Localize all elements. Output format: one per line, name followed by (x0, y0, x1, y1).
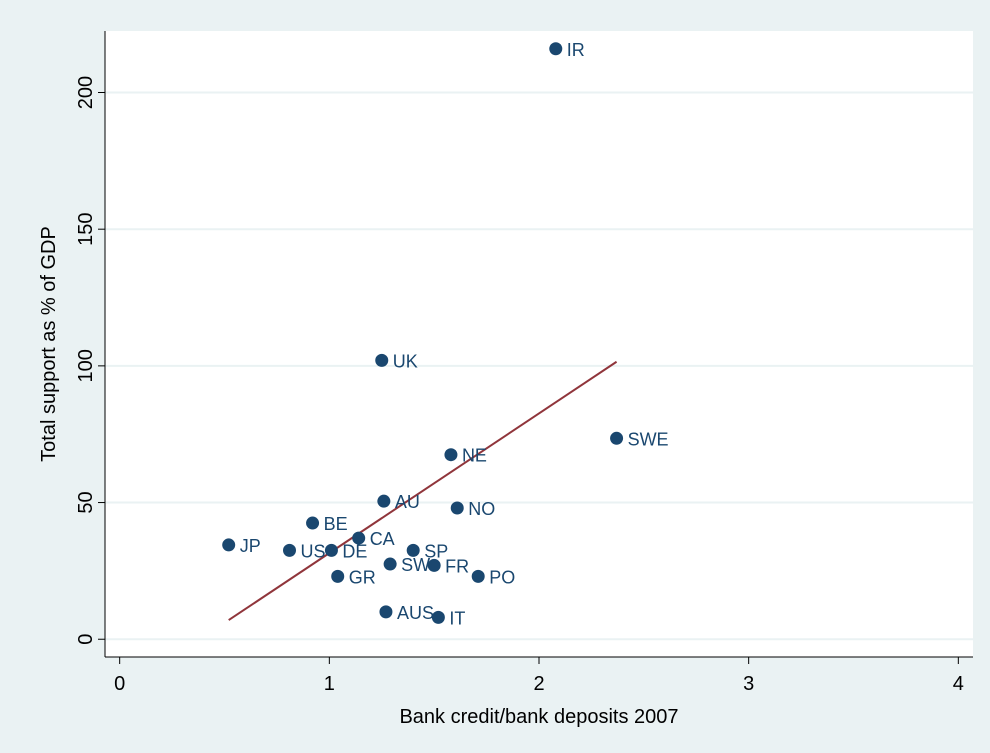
y-tick-label: 50 (75, 491, 97, 513)
x-tick-label: 1 (324, 673, 335, 695)
fit-line-layer (228, 360, 618, 621)
y-tick-label: 200 (75, 76, 97, 109)
point-label: IR (567, 40, 585, 60)
data-point (406, 543, 420, 557)
data-point (222, 538, 236, 552)
point-label: NE (462, 446, 487, 466)
point-label: SP (424, 541, 448, 561)
data-point (610, 431, 624, 445)
data-point (450, 501, 464, 515)
y-tick-label: 150 (75, 213, 97, 246)
point-label: FR (445, 556, 469, 576)
y-tick-label: 100 (75, 349, 97, 382)
data-point (549, 42, 563, 56)
point-label: CA (370, 529, 395, 549)
point-label: DE (342, 541, 367, 561)
point-label: BE (324, 514, 348, 534)
point-label: PO (489, 567, 515, 587)
point-label: IT (449, 608, 465, 628)
fit-line (228, 360, 618, 621)
point-label: SW (401, 555, 430, 575)
x-tick-label: 4 (953, 673, 964, 695)
gridlines (105, 91, 973, 641)
data-point (431, 610, 445, 624)
data-point (379, 605, 393, 619)
data-point (377, 494, 391, 508)
point-label: AUS (397, 603, 434, 623)
y-tick-label: 0 (75, 634, 97, 645)
plot-area (105, 31, 973, 657)
point-label: NO (468, 499, 495, 519)
point-label: GR (349, 567, 376, 587)
data-point (306, 516, 320, 530)
data-point (427, 558, 441, 572)
data-point (324, 543, 338, 557)
data-point (471, 569, 485, 583)
point-label: SWE (628, 429, 669, 449)
point-label: US (301, 541, 326, 561)
x-axis-label: Bank credit/bank deposits 2007 (399, 706, 678, 728)
point-label: AU (395, 492, 420, 512)
x-tick-label: 0 (114, 673, 125, 695)
data-point (283, 543, 297, 557)
point-label: UK (393, 351, 418, 371)
x-tick-label: 2 (533, 673, 544, 695)
data-point (375, 353, 389, 367)
data-point (444, 448, 458, 462)
data-point (383, 557, 397, 571)
y-axis-label: Total support as % of GDP (38, 226, 60, 462)
data-point (352, 531, 366, 545)
point-label: JP (240, 536, 261, 556)
data-point (331, 569, 345, 583)
x-tick-label: 3 (743, 673, 754, 695)
ticks: 0 50 100 150 200 0 1 2 3 4 (75, 76, 964, 695)
